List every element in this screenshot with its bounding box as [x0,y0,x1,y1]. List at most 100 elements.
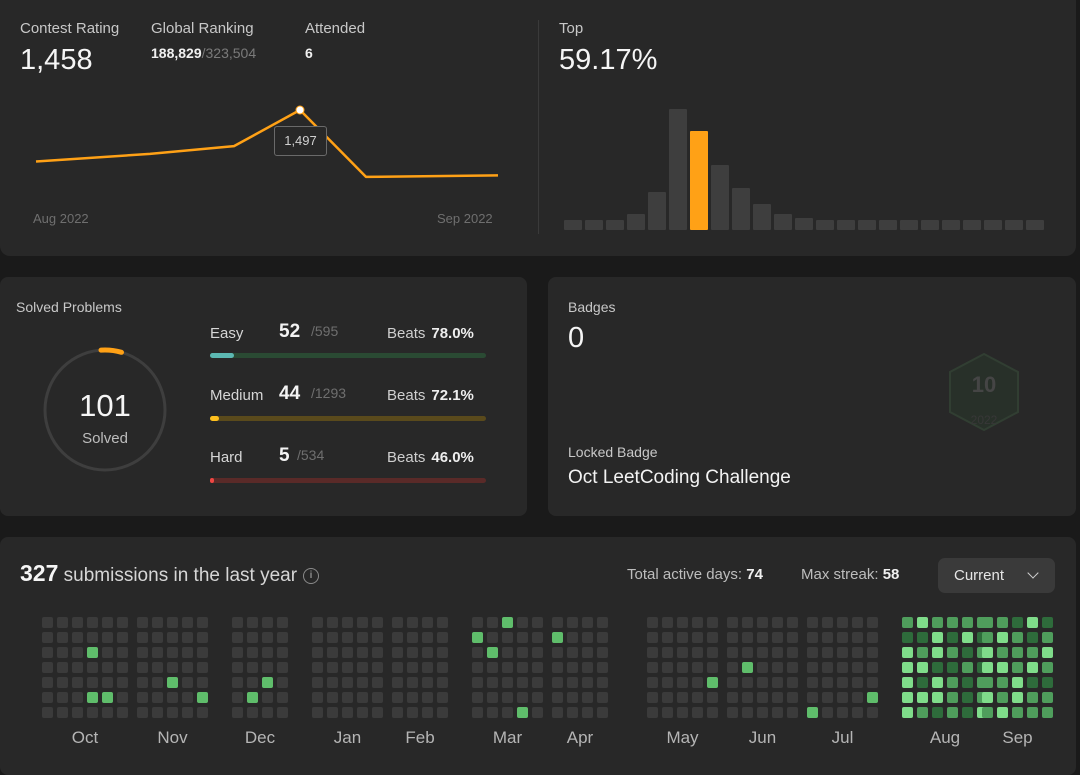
heatmap-cell[interactable] [357,662,368,673]
heatmap-cell[interactable] [102,707,113,718]
heatmap-cell[interactable] [837,617,848,628]
heatmap-cell[interactable] [807,707,818,718]
heatmap-cell[interactable] [87,692,98,703]
heatmap-cell[interactable] [247,647,258,658]
heatmap-cell[interactable] [407,677,418,688]
heatmap-cell[interactable] [197,707,208,718]
heatmap-cell[interactable] [1027,692,1038,703]
heatmap-cell[interactable] [197,647,208,658]
heatmap-cell[interactable] [1027,662,1038,673]
heatmap-cell[interactable] [552,677,563,688]
heatmap-cell[interactable] [997,677,1008,688]
heatmap-cell[interactable] [597,662,608,673]
heatmap-cell[interactable] [1042,647,1053,658]
heatmap-cell[interactable] [472,632,483,643]
heatmap-cell[interactable] [757,692,768,703]
heatmap-cell[interactable] [727,632,738,643]
heatmap-cell[interactable] [787,647,798,658]
heatmap-cell[interactable] [262,617,273,628]
heatmap-cell[interactable] [182,647,193,658]
heatmap-cell[interactable] [437,677,448,688]
heatmap-cell[interactable] [87,707,98,718]
heatmap-cell[interactable] [742,707,753,718]
heatmap-cell[interactable] [182,677,193,688]
heatmap-cell[interactable] [262,632,273,643]
heatmap-cell[interactable] [312,617,323,628]
heatmap-cell[interactable] [422,677,433,688]
heatmap-cell[interactable] [392,632,403,643]
heatmap-cell[interactable] [1012,647,1023,658]
heatmap-cell[interactable] [197,617,208,628]
heatmap-cell[interactable] [867,677,878,688]
heatmap-cell[interactable] [407,632,418,643]
heatmap-cell[interactable] [422,692,433,703]
heatmap-cell[interactable] [1027,647,1038,658]
heatmap-cell[interactable] [327,617,338,628]
heatmap-cell[interactable] [707,647,718,658]
heatmap-cell[interactable] [407,692,418,703]
heatmap-cell[interactable] [342,647,353,658]
heatmap-cell[interactable] [647,692,658,703]
heatmap-cell[interactable] [902,662,913,673]
heatmap-cell[interactable] [152,617,163,628]
heatmap-cell[interactable] [422,707,433,718]
heatmap-cell[interactable] [582,677,593,688]
heatmap-cell[interactable] [707,662,718,673]
heatmap-cell[interactable] [852,617,863,628]
heatmap-cell[interactable] [167,692,178,703]
heatmap-cell[interactable] [727,617,738,628]
heatmap-cell[interactable] [407,617,418,628]
heatmap-cell[interactable] [852,632,863,643]
heatmap-cell[interactable] [647,617,658,628]
heatmap-cell[interactable] [692,632,703,643]
heatmap-cell[interactable] [277,617,288,628]
heatmap-cell[interactable] [342,692,353,703]
heatmap-cell[interactable] [867,707,878,718]
rating-line-chart[interactable] [0,0,540,256]
heatmap-cell[interactable] [707,677,718,688]
heatmap-cell[interactable] [1042,662,1053,673]
heatmap-cell[interactable] [197,692,208,703]
heatmap-cell[interactable] [947,662,958,673]
heatmap-cell[interactable] [232,677,243,688]
heatmap-cell[interactable] [947,617,958,628]
heatmap-cell[interactable] [982,647,993,658]
heatmap-cell[interactable] [137,707,148,718]
locked-badge-icon[interactable]: 10 2022 [944,352,1024,432]
heatmap-cell[interactable] [962,662,973,673]
heatmap-cell[interactable] [567,677,578,688]
heatmap-cell[interactable] [102,662,113,673]
heatmap-cell[interactable] [947,647,958,658]
heatmap-cell[interactable] [772,677,783,688]
heatmap-cell[interactable] [807,617,818,628]
heatmap-cell[interactable] [902,677,913,688]
heatmap-cell[interactable] [87,647,98,658]
heatmap-cell[interactable] [232,662,243,673]
heatmap-cell[interactable] [1012,707,1023,718]
heatmap-cell[interactable] [582,662,593,673]
heatmap-cell[interactable] [647,662,658,673]
heatmap-cell[interactable] [822,677,833,688]
heatmap-cell[interactable] [807,632,818,643]
heatmap-cell[interactable] [182,632,193,643]
heatmap-cell[interactable] [72,617,83,628]
heatmap-cell[interactable] [517,707,528,718]
heatmap-cell[interactable] [167,647,178,658]
heatmap-cell[interactable] [327,662,338,673]
heatmap-cell[interactable] [677,647,688,658]
heatmap-cell[interactable] [137,662,148,673]
heatmap-cell[interactable] [822,692,833,703]
heatmap-cell[interactable] [692,707,703,718]
heatmap-cell[interactable] [342,662,353,673]
heatmap-cell[interactable] [982,692,993,703]
heatmap-cell[interactable] [867,662,878,673]
heatmap-cell[interactable] [437,647,448,658]
heatmap-cell[interactable] [822,647,833,658]
heatmap-cell[interactable] [517,647,528,658]
heatmap-cell[interactable] [87,662,98,673]
heatmap-cell[interactable] [647,677,658,688]
heatmap-cell[interactable] [532,617,543,628]
heatmap-cell[interactable] [1012,692,1023,703]
year-select-dropdown[interactable]: Current [938,558,1055,593]
heatmap-cell[interactable] [787,707,798,718]
